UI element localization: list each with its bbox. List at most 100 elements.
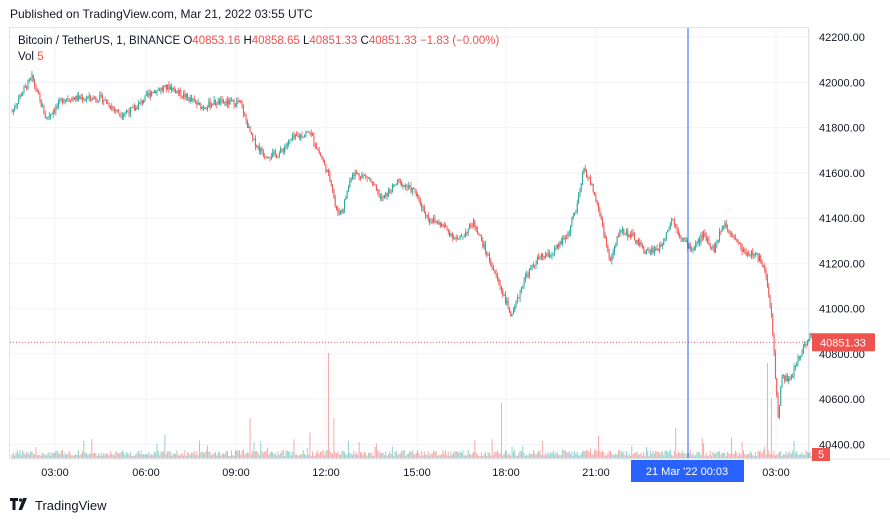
volume-bar: [172, 453, 174, 458]
volume-bar: [27, 453, 29, 458]
candle-body: [649, 252, 651, 253]
candle-body: [12, 109, 14, 112]
volume-bar: [350, 453, 352, 458]
candle-body: [144, 95, 146, 101]
candle-body: [457, 238, 459, 240]
volume-bar: [540, 454, 542, 458]
candle-body: [773, 334, 775, 353]
volume-bar: [133, 455, 135, 458]
volume-bar: [175, 453, 177, 458]
volume-bar: [487, 451, 489, 458]
volume-bar: [197, 455, 199, 458]
volume-bar: [711, 455, 713, 458]
volume-bar: [390, 453, 392, 458]
candle-body: [63, 100, 65, 103]
candle-body: [667, 229, 669, 233]
candle-body: [188, 97, 190, 102]
volume-bar: [266, 447, 268, 458]
volume-bar: [503, 453, 505, 458]
candle-body: [46, 117, 48, 118]
volume-bar: [425, 454, 427, 458]
volume-bar: [309, 432, 311, 458]
volume-bar: [488, 453, 490, 458]
volume-bar: [716, 451, 718, 458]
volume-bar: [411, 450, 413, 458]
volume-bar: [241, 450, 243, 458]
candle-body: [159, 89, 161, 92]
candle-body: [248, 126, 250, 128]
volume-bar: [623, 451, 625, 458]
volume-bar: [50, 455, 52, 458]
volume-bar: [16, 450, 18, 458]
candle-body: [568, 232, 570, 234]
volume-bar: [504, 450, 506, 458]
volume-bar: [36, 455, 38, 458]
candle-body: [55, 106, 57, 112]
volume-bar: [635, 452, 637, 458]
candle-body: [183, 93, 185, 97]
volume-bar: [276, 455, 278, 458]
volume-bar: [233, 455, 235, 458]
volume-bar: [337, 451, 339, 458]
candle-body: [309, 132, 311, 135]
volume-bar: [594, 450, 596, 458]
candle-body: [205, 107, 207, 109]
candle-body: [576, 203, 578, 211]
candle-body: [560, 241, 562, 245]
volume-bar: [736, 452, 738, 458]
volume-bar: [449, 455, 451, 458]
y-tick-label: 40600.00: [819, 394, 865, 406]
y-tick-label: 40800.00: [819, 349, 865, 361]
volume-bar: [75, 454, 77, 458]
candle-body: [623, 228, 625, 234]
candle-body: [43, 106, 45, 114]
volume-bar: [165, 454, 167, 458]
candle-body: [333, 189, 335, 198]
volume-bar: [159, 455, 161, 458]
candle-body: [635, 239, 637, 243]
volume-bar: [179, 455, 181, 458]
candle-body: [232, 99, 234, 101]
candle-body: [627, 230, 629, 238]
volume-bar: [507, 454, 509, 458]
volume-bar: [713, 452, 715, 458]
volume-bar: [253, 442, 255, 458]
volume-bar: [409, 450, 411, 458]
volume-bar: [76, 454, 78, 458]
candle-body: [427, 215, 429, 220]
volume-bar: [715, 454, 717, 458]
volume-bar: [413, 453, 415, 458]
candle-body: [685, 240, 687, 242]
last-price-badge: [812, 333, 875, 352]
candle-body: [48, 115, 50, 117]
candle-body: [592, 183, 594, 193]
volume-bar: [318, 453, 320, 458]
volume-bar: [725, 455, 727, 458]
volume-bar: [785, 451, 787, 458]
footer-branding[interactable]: TradingView: [10, 498, 107, 513]
volume-bar: [201, 451, 203, 458]
volume-bar: [78, 450, 79, 458]
volume-bar: [676, 453, 678, 458]
candle-body: [131, 107, 133, 109]
volume-bar: [786, 454, 788, 458]
candle-body: [238, 100, 240, 103]
volume-bar: [344, 452, 345, 458]
candle-body: [395, 184, 397, 185]
candle-body: [554, 248, 556, 254]
candle-body: [620, 230, 622, 232]
candle-body: [28, 79, 30, 81]
candle-body: [532, 264, 534, 266]
candle-body: [101, 94, 103, 102]
volume-bar: [596, 451, 598, 458]
candle-body: [766, 277, 768, 287]
ohlc-legend: Bitcoin / TetherUS, 1, BINANCE O40853.16…: [18, 35, 499, 47]
candle-body: [604, 234, 606, 239]
candle-body: [78, 95, 79, 100]
volume-bar: [560, 455, 562, 458]
volume-bar: [632, 453, 634, 458]
candle-body: [644, 250, 646, 255]
volume-bar: [274, 453, 276, 458]
candle-body: [302, 136, 304, 138]
